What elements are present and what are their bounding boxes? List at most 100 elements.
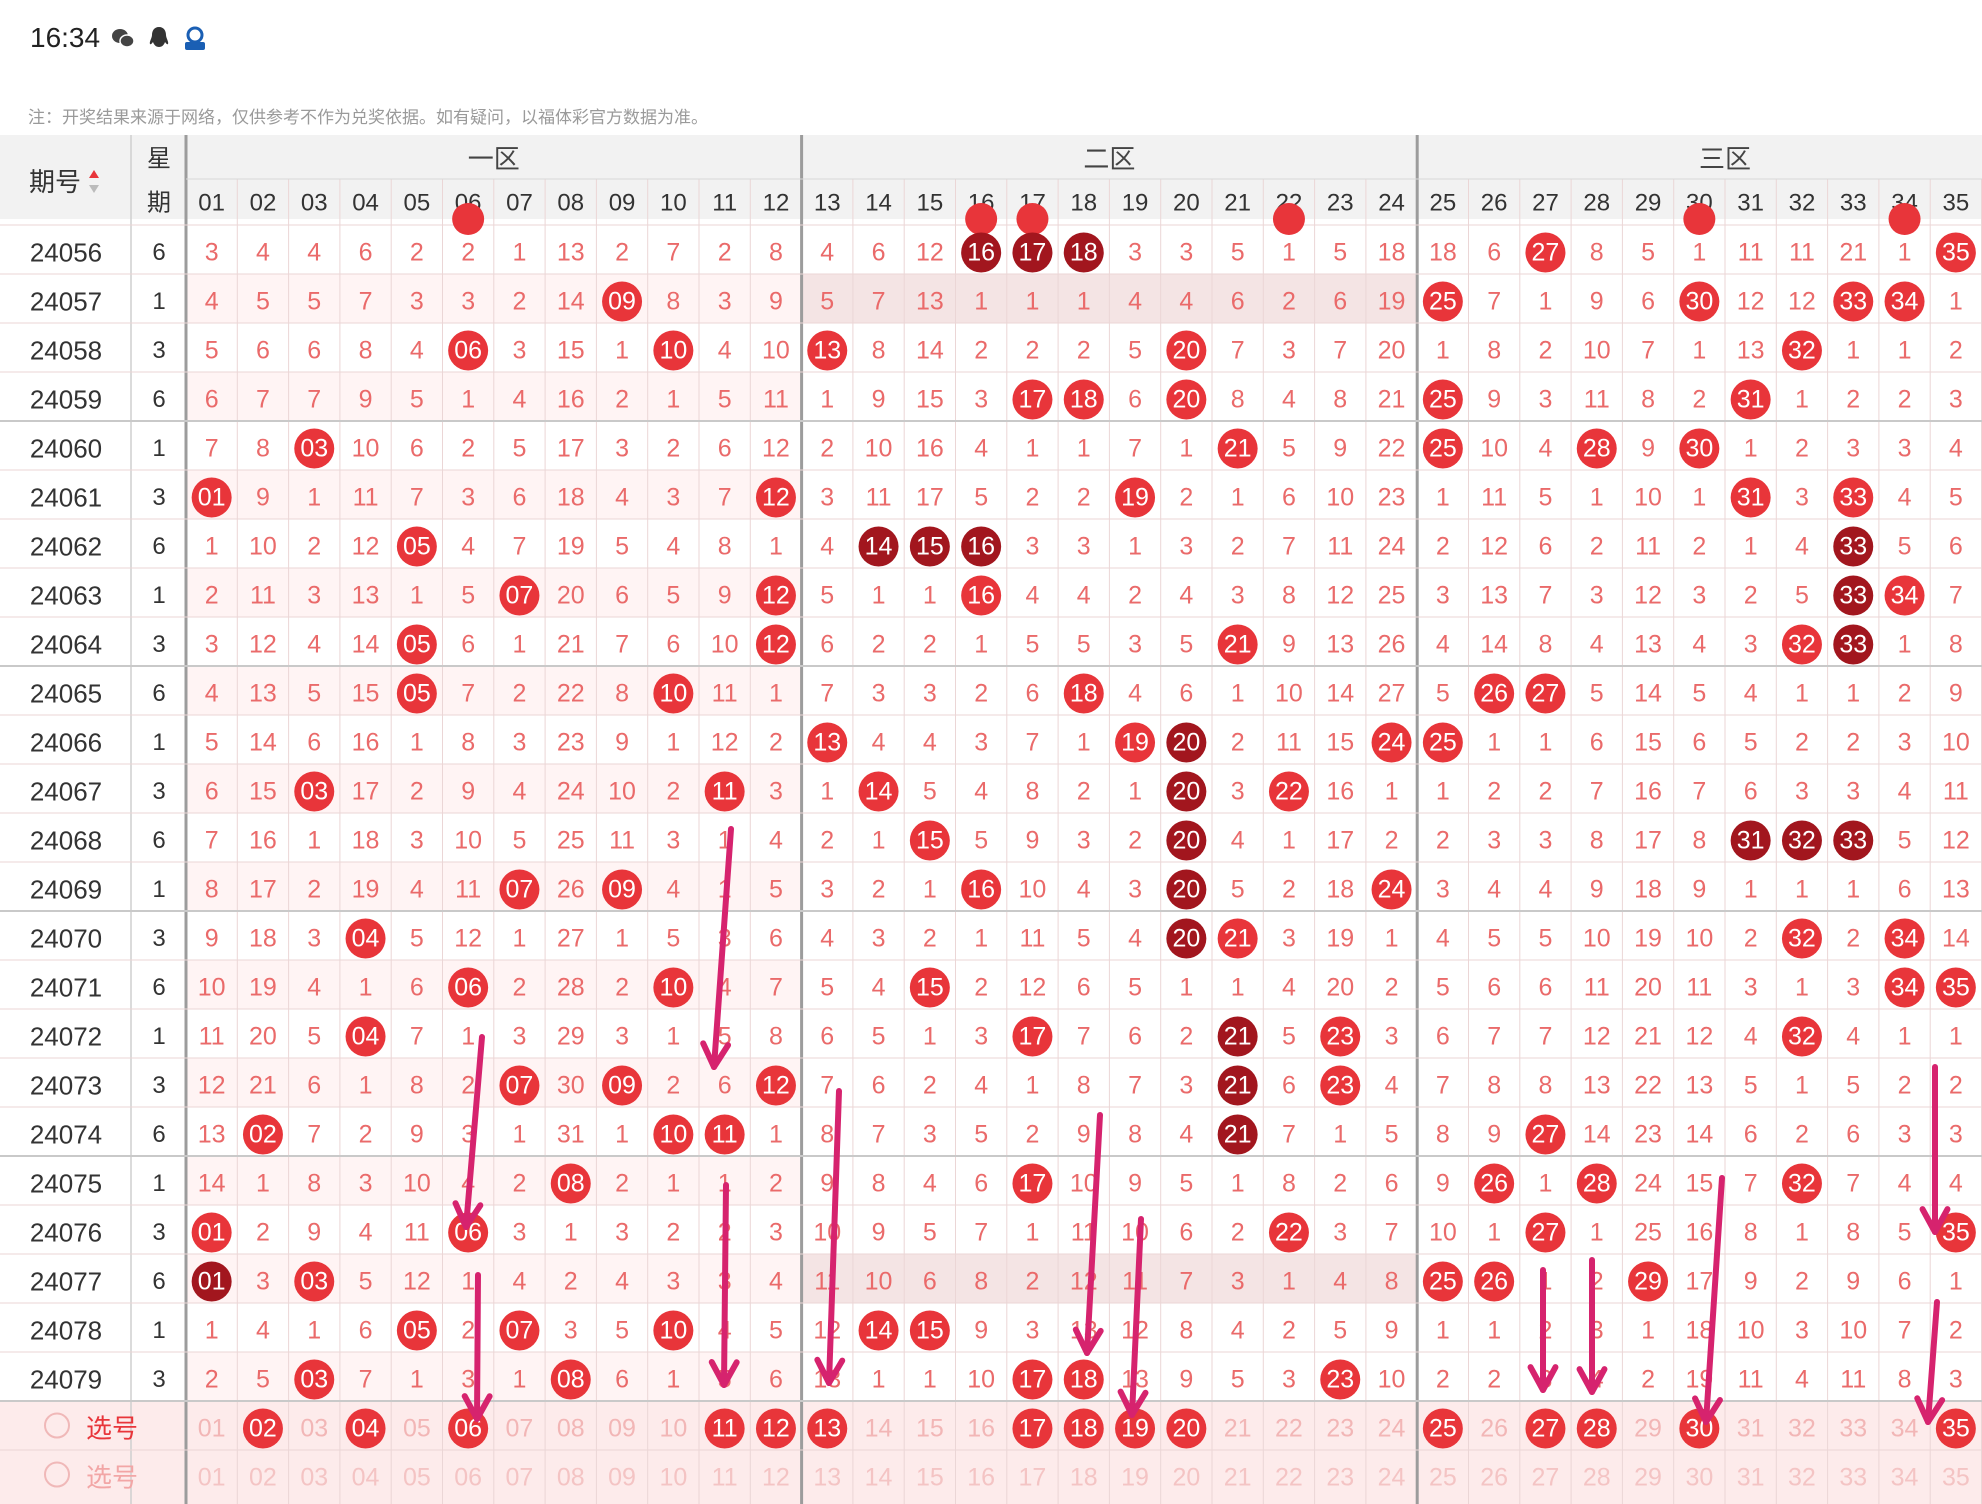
zone-header: 一区 (468, 144, 520, 174)
select-ball-20[interactable] (1166, 1408, 1207, 1449)
miss-count: 20 (1634, 974, 1662, 1002)
miss-count: 11 (1276, 729, 1302, 757)
miss-count: 9 (1077, 1121, 1091, 1149)
select-radio-2[interactable] (44, 1461, 70, 1488)
miss-count: 10 (1583, 337, 1611, 365)
miss-count: 2 (564, 1268, 578, 1296)
miss-count: 1 (1282, 239, 1296, 267)
miss-count: 7 (615, 631, 629, 659)
miss-count: 9 (974, 1317, 988, 1345)
miss-count: 17 (557, 435, 585, 463)
miss-count: 7 (1333, 337, 1347, 365)
ball-number: 01 (198, 1268, 226, 1296)
miss-count: 3 (512, 1219, 526, 1247)
miss-count: 9 (256, 484, 270, 512)
ball-number: 04 (352, 925, 380, 953)
miss-count: 5 (1179, 631, 1193, 659)
ball-number: 03 (300, 435, 328, 463)
miss-count: 4 (1179, 582, 1193, 610)
ball-33 (1833, 624, 1874, 665)
miss-count: 3 (769, 778, 783, 806)
ball-25 (1422, 428, 1463, 469)
miss-count: 3 (1795, 1317, 1809, 1345)
ball-21 (1217, 428, 1258, 469)
miss-count: 5 (1231, 1366, 1245, 1394)
miss-count: 2 (615, 239, 629, 267)
period-cell: 24068 (30, 826, 102, 856)
miss-count: 3 (205, 631, 219, 659)
ball-number: 17 (1019, 1366, 1047, 1394)
period-cell: 24060 (30, 434, 102, 464)
miss-count: 6 (1744, 1121, 1758, 1149)
miss-count: 13 (1942, 876, 1970, 904)
miss-count: 9 (359, 386, 373, 414)
sort-up-icon[interactable] (89, 170, 99, 178)
select-ball-2[interactable] (242, 1408, 283, 1449)
miss-count: 1 (923, 582, 937, 610)
miss-count: 4 (718, 337, 732, 365)
ball-number: 25 (1429, 1268, 1457, 1296)
miss-count: 7 (1282, 533, 1296, 561)
miss-count: 1 (1590, 484, 1604, 512)
ball-number: 09 (608, 876, 636, 904)
miss-count: 9 (1025, 827, 1039, 855)
sort-down-icon[interactable] (89, 185, 99, 193)
miss-count: 2 (923, 1072, 937, 1100)
miss-count: 4 (666, 533, 680, 561)
select-ball-13[interactable] (807, 1408, 848, 1449)
miss-count: 2 (1898, 1072, 1912, 1100)
period-cell: 24061 (30, 483, 102, 513)
miss-count: 9 (410, 1121, 424, 1149)
miss-count: 22 (1634, 1072, 1662, 1100)
select-ball-18[interactable] (1063, 1408, 1104, 1449)
select-ball-4[interactable] (345, 1408, 386, 1449)
miss-count: 12 (916, 239, 944, 267)
miss-count: 3 (1179, 533, 1193, 561)
miss-count: 1 (1333, 1121, 1347, 1149)
miss-count: 3 (512, 729, 526, 757)
select-ball-25[interactable] (1422, 1408, 1463, 1449)
miss-count: 2 (1436, 1366, 1450, 1394)
ball-number: 17 (1019, 1023, 1047, 1051)
miss-count: 18 (1326, 876, 1354, 904)
miss-count: 24 (1634, 1170, 1662, 1198)
select-ball-17[interactable] (1012, 1408, 1053, 1449)
select-ball-11[interactable] (704, 1408, 745, 1449)
select-ball-19[interactable] (1115, 1408, 1156, 1449)
ball-number: 20 (1172, 827, 1200, 855)
miss-count: 19 (352, 876, 380, 904)
miss-count: 2 (1385, 974, 1399, 1002)
miss-count: 5 (974, 484, 988, 512)
ball-number: 21 (1224, 435, 1252, 463)
select-ball-35[interactable] (1935, 1408, 1976, 1449)
miss-count: 20 (1326, 974, 1354, 1002)
miss-count: 7 (1077, 1023, 1091, 1051)
miss-count: 25 (557, 827, 585, 855)
miss-count: 7 (410, 1023, 424, 1051)
ball-8 (550, 1359, 591, 1400)
period-cell: 24058 (30, 336, 102, 366)
ball-33 (1833, 820, 1874, 861)
select-radio[interactable] (44, 1412, 70, 1439)
ball-4 (345, 1016, 386, 1057)
select-ball-12[interactable] (755, 1408, 796, 1449)
miss-count: 3 (1846, 778, 1860, 806)
ball-35 (1935, 967, 1976, 1008)
miss-count: 1 (1436, 778, 1450, 806)
miss-count: 5 (1538, 484, 1552, 512)
annotation-arrow (1129, 1216, 1144, 1418)
ball-number: 26 (1480, 680, 1508, 708)
miss-count: 2 (1436, 533, 1450, 561)
ball-number: 18 (1070, 239, 1098, 267)
ball-number: 21 (1224, 925, 1252, 953)
miss-count: 11 (1738, 239, 1764, 267)
miss-count: 1 (1282, 827, 1296, 855)
ball-number: 04 (352, 1023, 380, 1051)
select-ball-27[interactable] (1525, 1408, 1566, 1449)
disclaimer-note: 注：开奖结果来源于网络，仅供参考不作为兑奖依据。如有疑问，以福体彩官方数据为准。 (28, 108, 708, 127)
miss-count: 5 (769, 1317, 783, 1345)
column-number: 01 (198, 190, 225, 217)
miss-count: 8 (1077, 1072, 1091, 1100)
select-ball-28[interactable] (1576, 1408, 1617, 1449)
select-ball-number: 18 (1070, 1415, 1098, 1443)
